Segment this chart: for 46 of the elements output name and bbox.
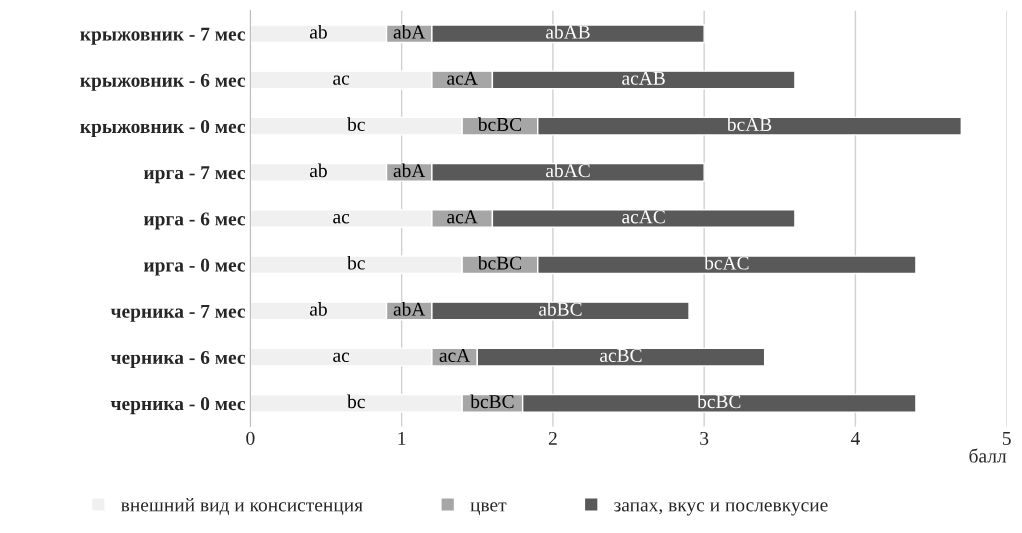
y-tick-label: ирга - 7 мес — [143, 166, 246, 184]
x-tick-label: 4 — [850, 431, 860, 445]
y-tick-label: крыжовник - 7 мес — [80, 27, 246, 45]
x-tick-label: 2 — [548, 431, 557, 445]
y-tick-label: ирга - 6 мес — [143, 212, 246, 230]
legend-label: цвет — [470, 502, 507, 516]
data-label: abA — [393, 24, 426, 39]
data-label: bc — [347, 117, 365, 132]
y-tick-label: черника - 6 мес — [110, 350, 246, 368]
data-label: ac — [333, 75, 350, 85]
data-label: ab — [309, 24, 327, 39]
x-tick-label: 1 — [398, 431, 406, 445]
data-label: ab — [309, 163, 327, 178]
data-label: abA — [393, 163, 426, 178]
data-label: acAB — [622, 71, 665, 85]
y-tick-label: черника - 7 мес — [110, 304, 246, 322]
data-label: bcAC — [704, 255, 749, 270]
data-label: ac — [333, 214, 350, 224]
data-label: abA — [393, 302, 426, 316]
data-label: bcBC — [477, 117, 522, 132]
data-label: bc — [347, 394, 365, 409]
data-label: bc — [347, 255, 365, 270]
x-tick-label: 3 — [700, 431, 709, 445]
data-label: bcBC — [477, 255, 522, 270]
legend-label: запах, вкус и послевкусие — [614, 502, 828, 516]
data-label: abBC — [539, 302, 582, 316]
data-label: acA — [447, 71, 478, 85]
data-label: acA — [447, 210, 478, 224]
data-label: abAB — [546, 24, 590, 39]
data-label: abAC — [546, 163, 590, 178]
y-tick-label: крыжовник - 6 мес — [80, 73, 246, 91]
data-label: acAC — [622, 210, 665, 224]
data-label: ac — [333, 352, 350, 362]
y-tick-label: крыжовник - 0 мес — [80, 119, 246, 138]
x-tick-label: 5 — [1002, 432, 1011, 445]
x-tick-label: 0 — [246, 431, 255, 445]
y-tick-label: черника - 0 мес — [110, 397, 246, 415]
data-label: bcAB — [726, 117, 772, 132]
data-label: bcBC — [697, 394, 741, 409]
data-label: ab — [309, 302, 327, 316]
x-axis-title: балл — [969, 448, 1007, 463]
legend-label: внешний вид и консистенция — [121, 497, 363, 516]
y-tick-label: ирга - 0 мес — [143, 258, 246, 276]
data-label: acBC — [600, 348, 642, 362]
data-label: acA — [439, 348, 471, 362]
data-label: bcBC — [470, 394, 514, 409]
